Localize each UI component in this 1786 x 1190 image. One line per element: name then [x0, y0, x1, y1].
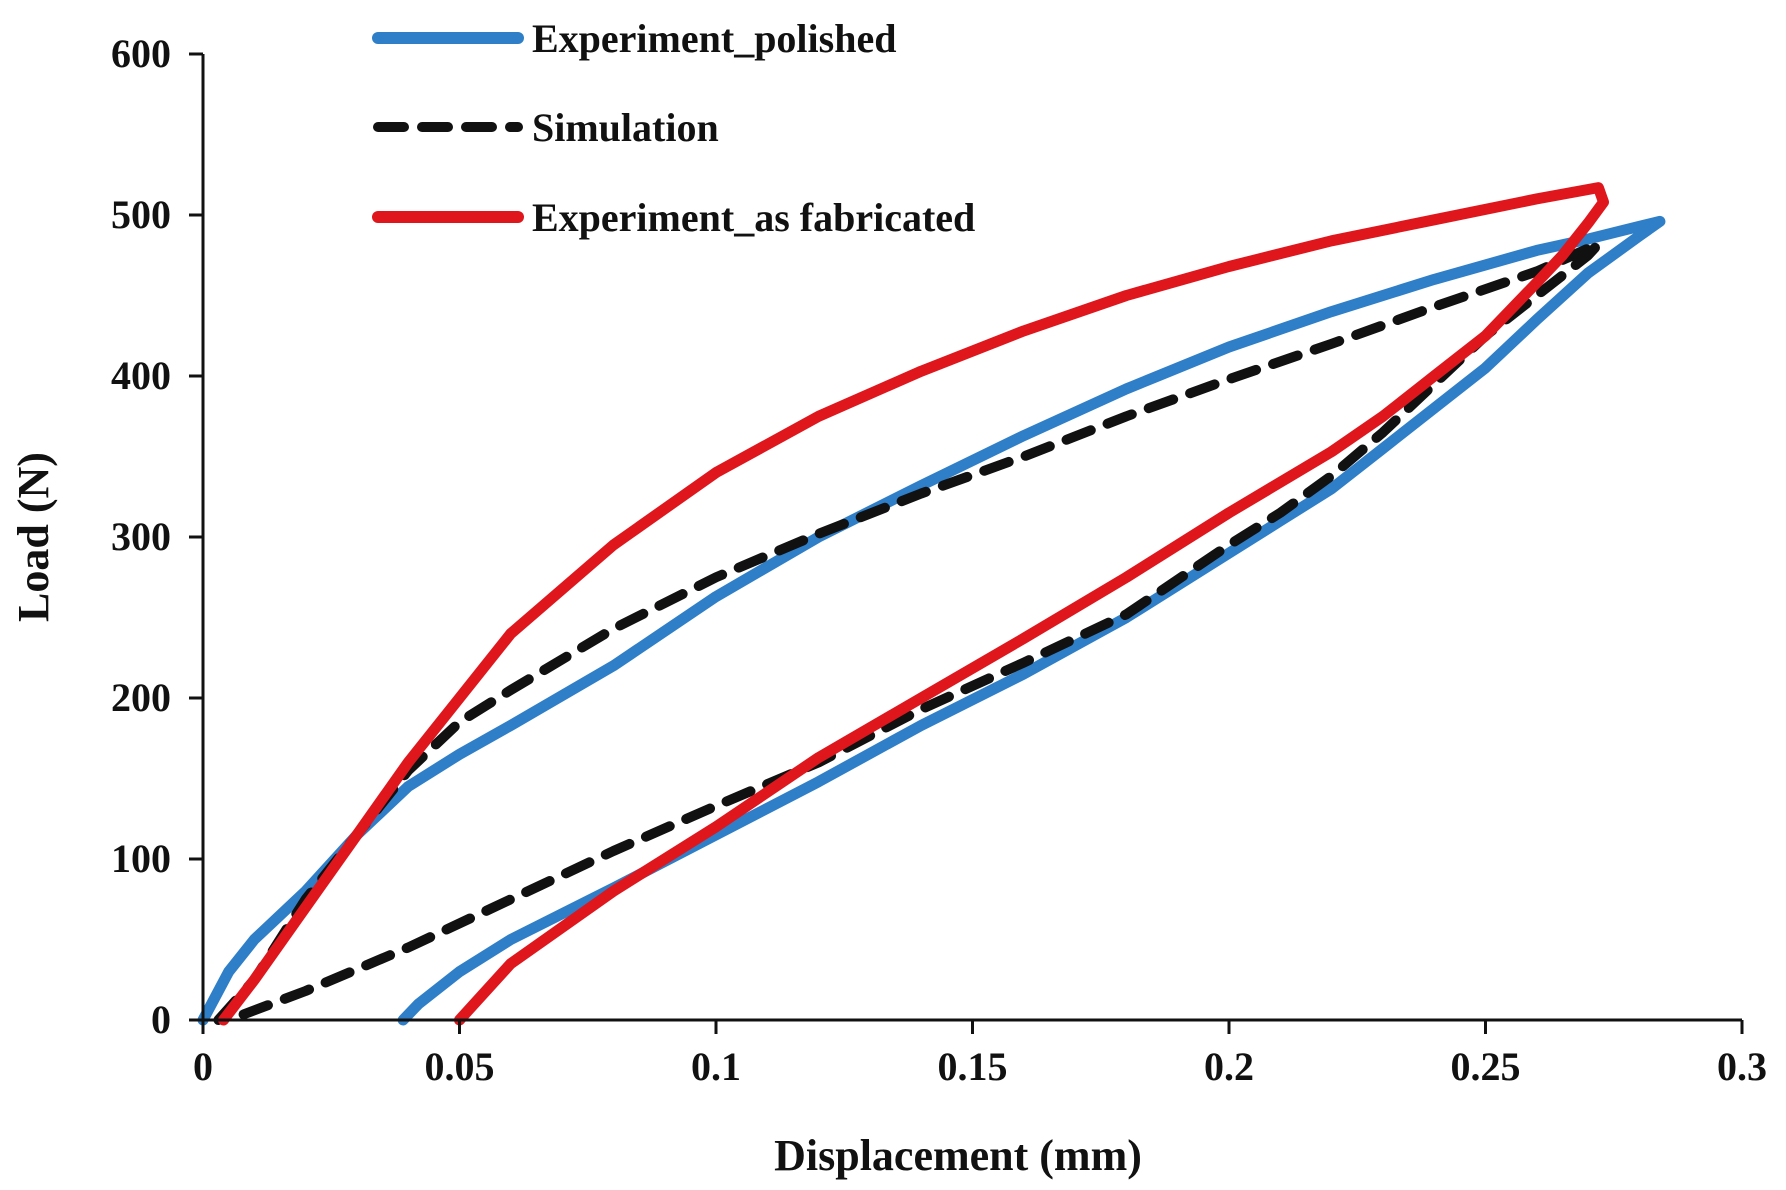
x-tick-label: 0.05: [425, 1044, 495, 1089]
x-tick-label: 0.1: [691, 1044, 741, 1089]
x-tick-label: 0: [193, 1044, 213, 1089]
legend-label: Experiment_polished: [532, 16, 896, 61]
y-axis-title: Load (N): [9, 452, 58, 622]
x-tick-label: 0.2: [1204, 1044, 1254, 1089]
y-tick-label: 100: [111, 836, 171, 881]
y-tick-label: 0: [151, 997, 171, 1042]
y-tick-label: 300: [111, 514, 171, 559]
x-axis-title: Displacement (mm): [774, 1131, 1142, 1180]
legend-label: Experiment_as fabricated: [532, 195, 975, 240]
x-ticks: 0 0.05 0.1 0.15 0.2 0.25 0.3: [193, 1020, 1767, 1089]
y-tick-label: 500: [111, 192, 171, 237]
series-line-experiment-as-fabricated: [218, 182, 1609, 1026]
legend-label: Simulation: [532, 105, 719, 150]
y-ticks: 0 100 200 300 400 500 600: [111, 31, 203, 1042]
x-tick-label: 0.3: [1717, 1044, 1767, 1089]
y-tick-label: 200: [111, 675, 171, 720]
series-line-simulation: [213, 239, 1604, 1025]
plot-lines: [197, 182, 1666, 1026]
y-tick-label: 400: [111, 353, 171, 398]
x-tick-label: 0.15: [938, 1044, 1008, 1089]
x-tick-label: 0.25: [1451, 1044, 1521, 1089]
y-tick-label: 600: [111, 31, 171, 76]
series-line-experiment-polished: [197, 215, 1666, 1026]
legend: Experiment_polished Simulation Experiment_…: [372, 16, 975, 240]
